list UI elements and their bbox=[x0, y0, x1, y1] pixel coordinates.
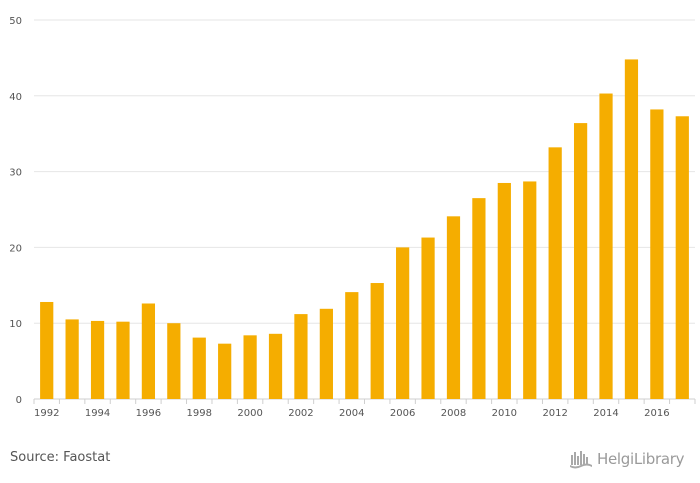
brand-text: HelgiLibrary bbox=[597, 450, 685, 468]
bar bbox=[497, 182, 511, 399]
bar bbox=[319, 308, 333, 399]
bar bbox=[116, 321, 130, 399]
bar bbox=[624, 59, 639, 400]
bar bbox=[370, 283, 384, 399]
x-tick-label: 2000 bbox=[237, 408, 262, 419]
x-tick-label: 2002 bbox=[288, 408, 313, 419]
x-tick-label: 2012 bbox=[542, 408, 567, 419]
y-tick-label: 40 bbox=[9, 92, 22, 103]
x-tick-label: 1996 bbox=[136, 408, 161, 419]
x-tick-label: 2010 bbox=[492, 408, 517, 419]
bar bbox=[268, 333, 283, 399]
x-tick-label: 1994 bbox=[85, 408, 110, 419]
y-tick-label: 10 bbox=[9, 319, 22, 330]
bar bbox=[599, 93, 613, 399]
bar bbox=[446, 216, 461, 399]
bar bbox=[523, 181, 537, 399]
x-tick-label: 2014 bbox=[593, 408, 618, 419]
bar bbox=[548, 147, 562, 399]
x-tick-label: 2008 bbox=[441, 408, 466, 419]
source-label: Source: Faostat bbox=[10, 450, 111, 465]
bar bbox=[65, 319, 79, 399]
bar bbox=[218, 343, 232, 399]
bar bbox=[167, 323, 181, 399]
bar bbox=[421, 237, 435, 399]
x-tick-label: 2016 bbox=[644, 408, 669, 419]
helgi-library-logo-icon bbox=[570, 451, 592, 469]
bar bbox=[472, 198, 486, 399]
bar bbox=[141, 303, 156, 399]
bar bbox=[573, 123, 588, 399]
bar bbox=[192, 337, 206, 399]
bar bbox=[396, 247, 410, 399]
x-tick-label: 2006 bbox=[390, 408, 415, 419]
bar bbox=[40, 301, 54, 399]
x-tick-label: 1992 bbox=[34, 408, 59, 419]
x-tick-label: 1998 bbox=[187, 408, 212, 419]
bar bbox=[243, 335, 257, 399]
y-tick-label: 30 bbox=[9, 168, 22, 179]
bar bbox=[294, 314, 308, 399]
x-tick-label: 2004 bbox=[339, 408, 364, 419]
chart-svg: 0 10 20 30 40 50 1992 1994 1996 1998 2000 2002 2004 2… bbox=[9, 16, 696, 419]
bar bbox=[345, 292, 359, 399]
bar bbox=[675, 116, 689, 400]
brand-logo: HelgiLibrary bbox=[569, 447, 694, 471]
y-tick-label: 0 bbox=[16, 395, 22, 406]
y-tick-label: 20 bbox=[9, 243, 22, 254]
bar bbox=[650, 109, 664, 399]
chart: 0 10 20 30 40 50 1992 1994 1996 1998 2000 2002 2004 2… bbox=[9, 16, 696, 419]
bar bbox=[90, 320, 105, 399]
y-tick-label: 50 bbox=[9, 16, 22, 27]
